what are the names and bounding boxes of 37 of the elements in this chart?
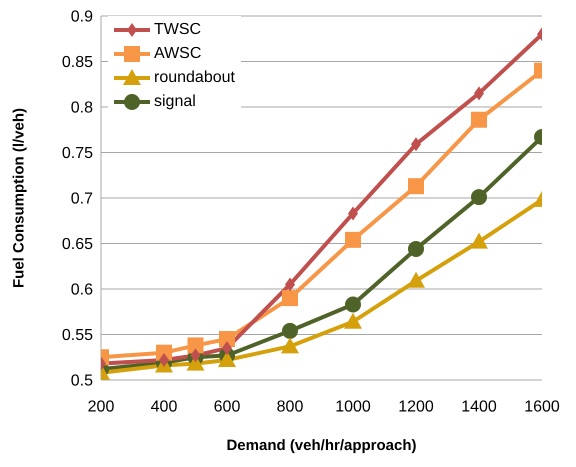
point xyxy=(219,331,235,348)
y-tick-label: 0.7 xyxy=(70,190,94,208)
x-tick-label: 1000 xyxy=(335,398,371,416)
point xyxy=(470,232,488,249)
y-tick-label: 0.75 xyxy=(62,145,94,162)
x-tick-label: 400 xyxy=(150,398,178,416)
legend-label: roundabout xyxy=(154,68,235,88)
x-tick-label: 1600 xyxy=(524,398,560,416)
point xyxy=(282,322,298,339)
point xyxy=(471,189,487,206)
point xyxy=(345,296,361,312)
y-tick-label: 0.8 xyxy=(70,100,94,117)
point xyxy=(344,312,362,329)
point xyxy=(407,272,425,288)
legend-label: TWSC xyxy=(154,20,202,40)
y-axis-title: Fuel Consumption (l/veh) xyxy=(10,108,28,288)
point xyxy=(345,232,361,248)
y-tick-label: 0.6 xyxy=(70,282,94,299)
point xyxy=(471,112,487,128)
legend-label: AWSC xyxy=(154,44,202,64)
x-axis-title: Demand (veh/hr/approach) xyxy=(226,437,417,454)
x-tick-label: 200 xyxy=(88,398,114,416)
y-tick-label: 0.5 xyxy=(70,372,94,390)
point xyxy=(408,178,424,194)
y-tick-label: 0.65 xyxy=(62,236,94,254)
x-tick-label: 800 xyxy=(276,398,304,416)
legend-label: signal xyxy=(154,92,196,112)
point xyxy=(408,240,424,257)
point xyxy=(282,290,298,306)
point xyxy=(188,337,204,354)
x-tick-label: 1200 xyxy=(398,398,434,416)
x-tick-label: 1400 xyxy=(461,398,497,416)
y-tick-label: 0.55 xyxy=(62,327,94,344)
y-tick-label: 0.85 xyxy=(62,54,94,72)
point xyxy=(281,337,299,354)
x-tick-label: 600 xyxy=(214,398,240,416)
y-tick-label: 0.9 xyxy=(70,8,94,26)
